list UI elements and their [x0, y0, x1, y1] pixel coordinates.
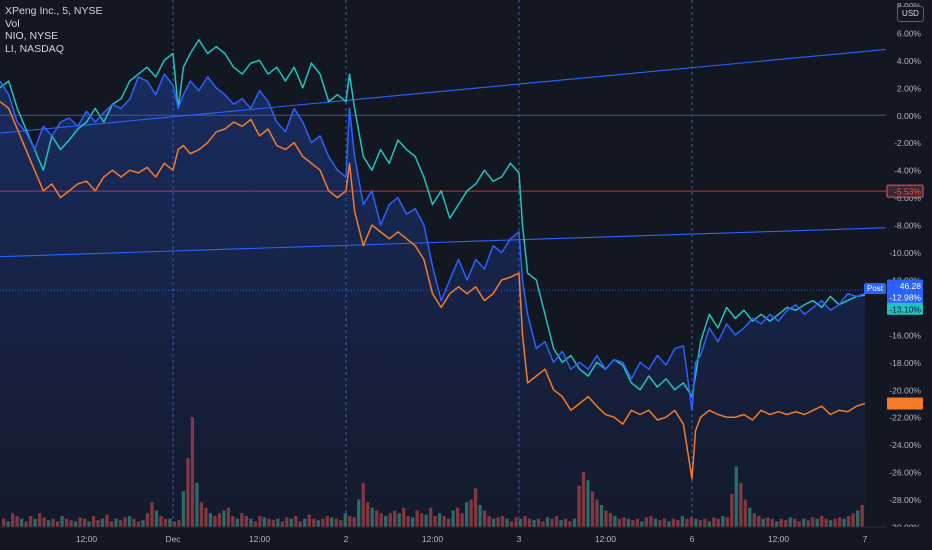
y-tick-label: -24.00% — [889, 440, 921, 450]
x-tick-label: 3 — [517, 534, 522, 544]
x-tick-label: 12:00 — [595, 534, 617, 544]
series-line-2 — [0, 101, 866, 480]
y-tick-label: -28.00% — [889, 495, 921, 505]
y-tick-label: -18.00% — [889, 358, 921, 368]
y-tick-label: 0.00% — [897, 111, 922, 121]
price-label: -12.98% — [889, 293, 921, 303]
price-label: 46.28 — [900, 281, 922, 291]
price-label-box — [887, 302, 923, 315]
x-tick-label: 12:00 — [422, 534, 444, 544]
y-tick-label: -22.00% — [889, 413, 921, 423]
legend-item-xpeng: XPeng Inc., 5, NYSE — [5, 5, 103, 17]
y-tick-label: -16.00% — [889, 330, 921, 340]
currency-button[interactable]: USD — [897, 6, 924, 22]
price-label: -13.10% — [889, 304, 921, 314]
y-tick-label: 2.00% — [897, 83, 922, 93]
post-market-tag: Post — [864, 283, 886, 294]
price-label-box — [887, 397, 923, 410]
x-tick-label: 7 — [863, 534, 868, 544]
x-tick-label: 2 — [344, 534, 349, 544]
y-tick-label: -20.00% — [889, 385, 921, 395]
series-line-0 — [0, 73, 866, 412]
y-tick-label: -4.00% — [894, 166, 921, 176]
legend-item-vol: Vol — [5, 17, 20, 30]
y-tick-label: 8.00% — [897, 1, 922, 11]
price-label: -5.53% — [894, 187, 921, 197]
y-tick-label: -8.00% — [894, 221, 921, 231]
x-tick-label: 6 — [690, 534, 695, 544]
series-area-0 — [0, 74, 865, 527]
y-tick-label: -6.00% — [894, 193, 921, 203]
price-label-box — [886, 184, 924, 198]
y-tick-label: 6.00% — [897, 28, 922, 38]
legend-item-li: LI, NASDAQ — [5, 42, 64, 55]
price-label-box — [887, 291, 923, 304]
trendline-0 — [0, 48, 886, 134]
y-tick-label: -10.00% — [889, 248, 921, 258]
legend-item-nio: NIO, NYSE — [5, 30, 59, 42]
y-tick-label: -2.00% — [894, 138, 921, 148]
price-label-box — [887, 279, 923, 292]
y-tick-label: 4.00% — [897, 56, 922, 66]
series-line-1 — [0, 39, 866, 398]
trendline-1 — [0, 227, 886, 258]
y-axis-panel — [886, 0, 932, 550]
y-tick-label: -26.00% — [889, 468, 921, 478]
x-tick-label: 12:00 — [249, 534, 271, 544]
x-axis-panel — [0, 527, 932, 550]
x-tick-label: 12:00 — [76, 534, 98, 544]
x-tick-label: Dec — [165, 534, 181, 544]
legend: XPeng Inc., 5, NYSE Vol NIO, NYSE LI, NA… — [5, 5, 102, 55]
x-tick-label: 12:00 — [768, 534, 790, 544]
